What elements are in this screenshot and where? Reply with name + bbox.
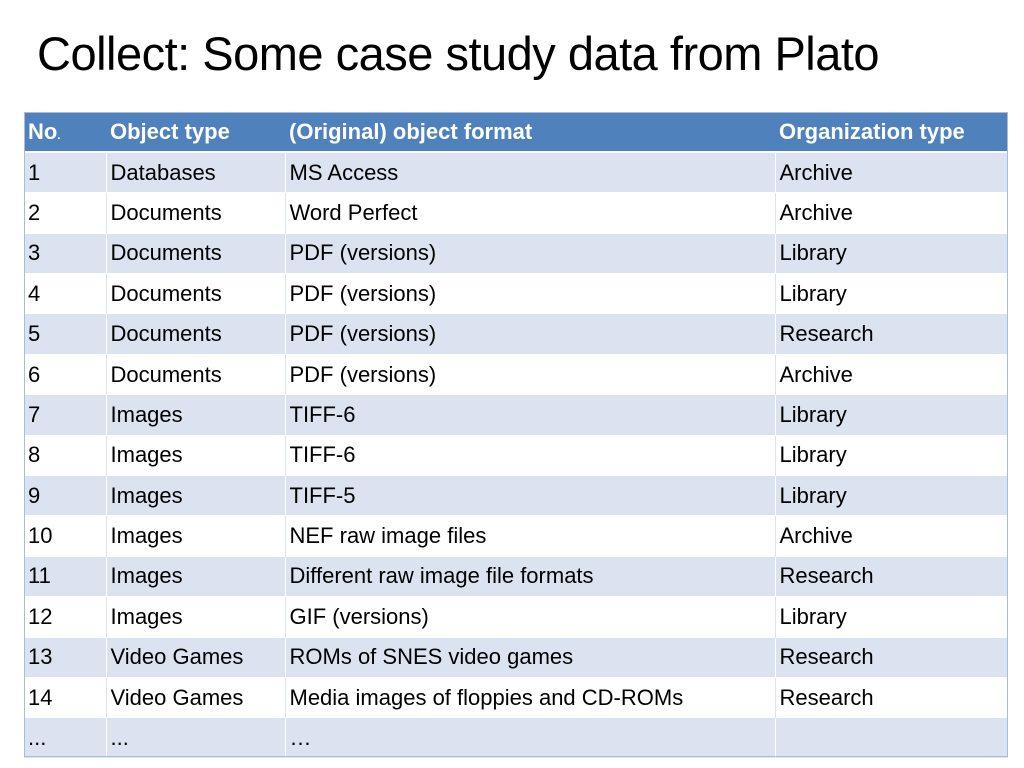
- header-object-type: Object type: [106, 112, 285, 154]
- cell-no: 13: [28, 644, 53, 670]
- header-no: No.: [24, 112, 106, 154]
- cell-organization-type: Archive: [774, 152, 1008, 193]
- table-row: 3 Documents PDF (versions) Library: [24, 233, 1008, 274]
- cell-organization-type: Research: [774, 677, 1008, 718]
- cell-object-type: Documents: [105, 192, 285, 234]
- cell-no: 14: [28, 684, 53, 710]
- cell-no: ...: [28, 725, 47, 751]
- cell-object-format: NEF raw image files: [284, 515, 775, 557]
- header-organization-type: Organization type: [775, 112, 1008, 154]
- header-no-label: No: [28, 118, 58, 144]
- table-header-row: No. Object type (Original) object format…: [24, 112, 1008, 154]
- table-row: 11 Images Different raw image file forma…: [24, 556, 1008, 597]
- cell-object-type: ...: [105, 717, 285, 759]
- table-row: 7 Images TIFF-6 Library: [24, 394, 1008, 436]
- cell-organization-type: [774, 717, 1008, 759]
- cell-object-format: TIFF-6: [284, 435, 775, 476]
- cell-object-format: PDF (versions): [284, 354, 775, 395]
- table-row: 6 Documents PDF (versions) Archive: [24, 354, 1008, 395]
- table-row: 9 Images TIFF-5 Library: [24, 475, 1008, 516]
- cell-object-format: TIFF-5: [284, 475, 775, 516]
- cell-object-type: Video Games: [105, 637, 285, 678]
- table-row: 14 Video Games Media images of floppies …: [24, 677, 1008, 718]
- cell-organization-type: Archive: [774, 515, 1008, 557]
- cell-object-format: PDF (versions): [284, 273, 775, 314]
- cell-organization-type: Library: [774, 475, 1008, 516]
- cell-organization-type: Library: [774, 435, 1008, 476]
- cell-object-type: Images: [105, 435, 285, 476]
- cell-object-type: Databases: [105, 152, 285, 193]
- cell-no: 10: [28, 523, 53, 549]
- table-row: 4 Documents PDF (versions) Library: [24, 273, 1008, 314]
- cell-no: 12: [28, 603, 53, 629]
- table-row: ... ... …: [24, 717, 1008, 759]
- table-row: 12 Images GIF (versions) Library: [24, 596, 1008, 638]
- cell-organization-type: Research: [774, 313, 1008, 355]
- cell-object-format: Media images of floppies and CD-ROMs: [284, 677, 775, 718]
- cell-object-type: Video Games: [105, 677, 285, 718]
- cell-no: 6: [28, 361, 41, 387]
- cell-organization-type: Research: [774, 637, 1008, 678]
- cell-no: 7: [28, 401, 41, 427]
- cell-object-type: Images: [105, 515, 285, 557]
- cell-object-type: Images: [105, 596, 285, 638]
- cell-organization-type: Library: [774, 233, 1008, 274]
- table-row: 1 Databases MS Access Archive: [24, 152, 1008, 193]
- header-object-format: (Original) object format: [285, 112, 775, 154]
- cell-object-type: Images: [105, 475, 285, 516]
- cell-object-format: ROMs of SNES video games: [284, 637, 775, 678]
- cell-object-format: PDF (versions): [284, 233, 775, 274]
- cell-object-type: Images: [105, 394, 285, 436]
- cell-no: 11: [28, 563, 51, 589]
- case-study-table: No. Object type (Original) object format…: [24, 112, 1008, 759]
- table-row: 13 Video Games ROMs of SNES video games …: [24, 637, 1008, 678]
- cell-organization-type: Research: [774, 556, 1008, 597]
- cell-no: 8: [28, 442, 41, 468]
- slide-title: Collect: Some case study data from Plato: [37, 27, 880, 80]
- table-row: 8 Images TIFF-6 Library: [24, 435, 1008, 476]
- cell-object-format: …: [284, 717, 775, 759]
- cell-organization-type: Library: [774, 273, 1008, 314]
- cell-object-format: MS Access: [284, 152, 775, 193]
- header-no-suffix: .: [57, 129, 61, 142]
- cell-object-format: PDF (versions): [284, 313, 775, 355]
- cell-object-type: Images: [105, 556, 285, 597]
- cell-no: 5: [28, 321, 41, 347]
- cell-object-type: Documents: [105, 313, 285, 355]
- table-row: 10 Images NEF raw image files Archive: [24, 515, 1008, 557]
- cell-organization-type: Archive: [774, 354, 1008, 395]
- cell-no: 1: [28, 159, 41, 185]
- cell-object-format: Word Perfect: [284, 192, 775, 234]
- cell-object-format: GIF (versions): [284, 596, 775, 638]
- cell-organization-type: Library: [774, 596, 1008, 638]
- cell-organization-type: Library: [774, 394, 1008, 436]
- cell-object-type: Documents: [105, 273, 285, 314]
- cell-object-format: Different raw image file formats: [284, 556, 775, 597]
- cell-no: 3: [28, 240, 41, 266]
- cell-object-type: Documents: [105, 233, 285, 274]
- table-row: 2 Documents Word Perfect Archive: [24, 192, 1008, 234]
- cell-no: 2: [28, 199, 41, 225]
- table-row: 5 Documents PDF (versions) Research: [24, 313, 1008, 355]
- cell-no: 9: [28, 482, 41, 508]
- cell-no: 4: [28, 280, 41, 306]
- cell-object-type: Documents: [105, 354, 285, 395]
- cell-object-format: TIFF-6: [284, 394, 775, 436]
- cell-organization-type: Archive: [774, 192, 1008, 234]
